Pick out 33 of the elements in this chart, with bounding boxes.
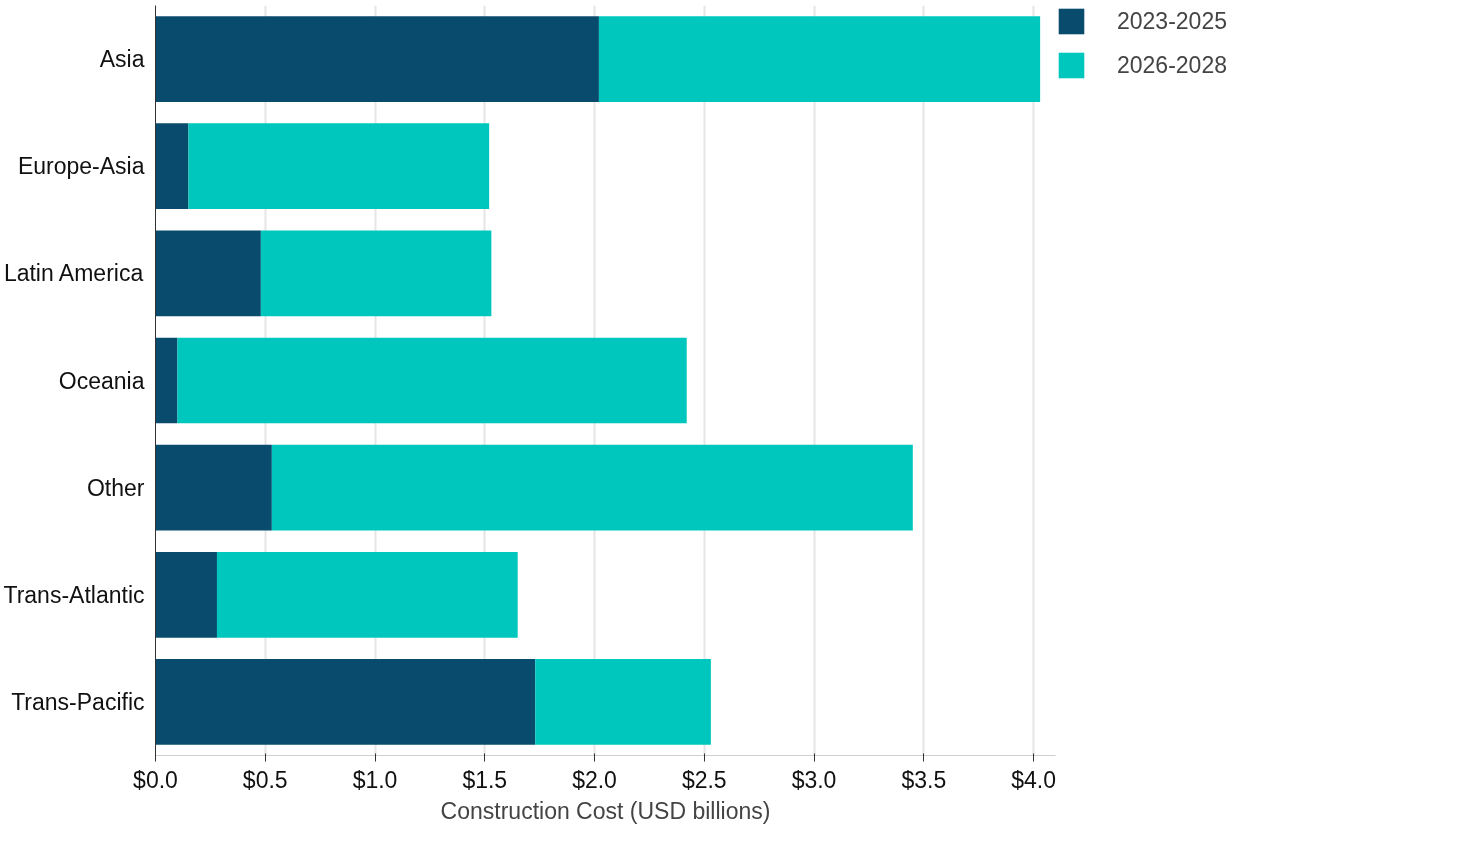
x-axis-title: Construction Cost (USD billions) [440,797,771,824]
y-tick-label: Oceania [58,367,145,394]
x-tick-label: $2.5 [681,766,727,793]
bar [155,16,599,102]
y-tick-label: Europe-Asia [17,153,145,180]
y-tick-label: Trans-Pacific [11,688,145,715]
bar [216,551,518,638]
x-tick-label: $3.0 [791,766,837,793]
x-tick-label: $0.0 [133,766,178,793]
x-tick-label: $0.5 [242,766,288,793]
y-tick-label: Trans-Atlantic [3,581,145,608]
legend-label: 2023-2025 [1117,7,1228,35]
bar [155,230,261,317]
x-tick-label: $1.5 [462,766,508,793]
bar [177,337,687,424]
bar [535,659,711,745]
bar [155,659,536,745]
x-tick-label: $2.0 [572,766,617,793]
bar [188,123,490,210]
y-tick-label: Asia [99,46,145,73]
bar [155,444,272,531]
bar [260,230,492,317]
bar [598,16,1041,102]
bar [155,337,178,424]
x-tick-label: $3.5 [901,766,947,793]
x-tick-label: $4.0 [1011,766,1056,793]
bar [155,123,189,210]
x-tick-label: $1.0 [352,766,398,793]
y-tick-label: Other [86,474,145,501]
legend-label: 2026-2028 [1117,51,1228,79]
bar [271,444,913,531]
bar [155,551,217,638]
y-tick-label: Latin America [3,260,144,287]
